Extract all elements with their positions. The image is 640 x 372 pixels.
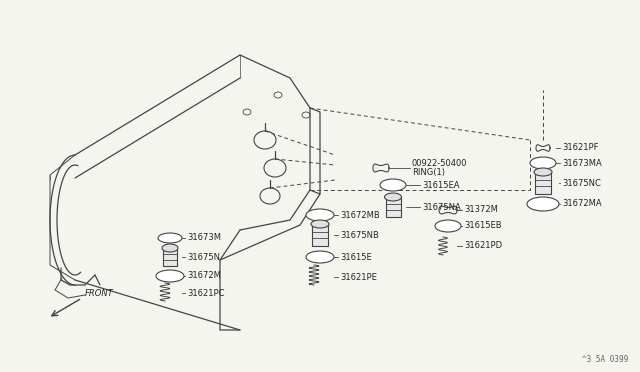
Text: 31621PF: 31621PF	[562, 144, 598, 153]
Bar	[163, 248, 177, 266]
Ellipse shape	[311, 220, 329, 228]
Text: 31675NC: 31675NC	[562, 179, 601, 187]
Ellipse shape	[306, 251, 334, 263]
Text: 31615EB: 31615EB	[464, 221, 502, 231]
Text: 31621PD: 31621PD	[464, 241, 502, 250]
Bar	[385, 197, 401, 217]
Ellipse shape	[162, 244, 178, 252]
Text: RING(1): RING(1)	[412, 169, 445, 177]
Text: 31672MA: 31672MA	[562, 199, 602, 208]
Text: 31621PC: 31621PC	[187, 289, 225, 298]
Text: FRONT: FRONT	[85, 289, 114, 298]
Text: 31675NB: 31675NB	[340, 231, 379, 240]
Ellipse shape	[380, 179, 406, 191]
Text: 31675NA: 31675NA	[422, 202, 461, 212]
Text: 31672M: 31672M	[187, 272, 221, 280]
Ellipse shape	[306, 209, 334, 221]
Text: 31615EA: 31615EA	[422, 180, 460, 189]
Ellipse shape	[527, 197, 559, 211]
Text: 31372M: 31372M	[464, 205, 498, 215]
Bar	[535, 172, 551, 194]
Text: 31615E: 31615E	[340, 253, 372, 262]
Text: ^3 5A 0399: ^3 5A 0399	[582, 355, 628, 364]
Text: 31621PE: 31621PE	[340, 273, 377, 282]
Bar	[312, 224, 328, 246]
Ellipse shape	[156, 270, 184, 282]
Ellipse shape	[385, 193, 401, 201]
Text: 31673MA: 31673MA	[562, 158, 602, 167]
Text: 00922-50400: 00922-50400	[412, 158, 467, 167]
Ellipse shape	[158, 233, 182, 243]
Ellipse shape	[530, 157, 556, 169]
Text: 31672MB: 31672MB	[340, 211, 380, 219]
Text: 31675N: 31675N	[187, 253, 220, 262]
Ellipse shape	[435, 220, 461, 232]
Text: 31673M: 31673M	[187, 234, 221, 243]
Ellipse shape	[534, 168, 552, 176]
